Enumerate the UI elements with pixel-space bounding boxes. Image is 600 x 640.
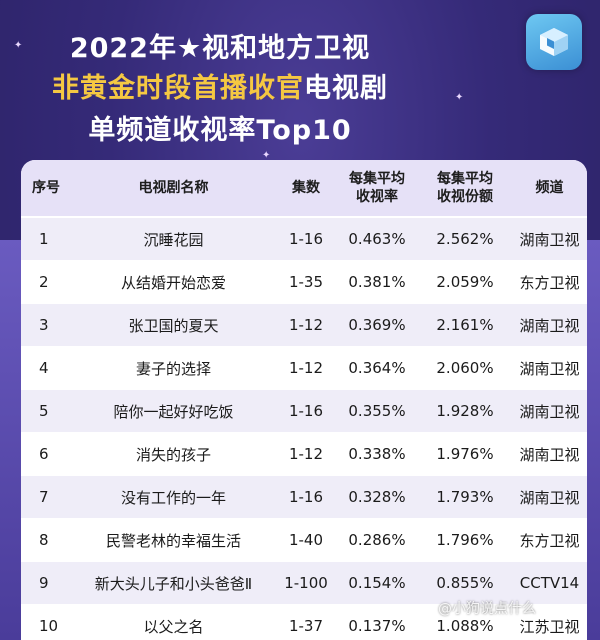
title-line-2-rest: 电视剧 bbox=[304, 73, 388, 104]
table-row: 6 消失的孩子 1-12 0.338% 1.976% 湖南卫视 bbox=[21, 433, 587, 475]
table-cell: 2.562% bbox=[436, 230, 494, 248]
title-line-2: 非黄金时段首播收官电视剧 bbox=[0, 66, 440, 105]
table-cell: 张卫国的夏天 bbox=[128, 316, 219, 335]
table-cell: 3 bbox=[39, 316, 49, 334]
table-cell: 6 bbox=[39, 445, 49, 463]
left-decoration bbox=[0, 240, 22, 640]
table-cell: 没有工作的一年 bbox=[120, 488, 226, 507]
table-cell: 0.381% bbox=[348, 273, 406, 291]
table-cell: 2 bbox=[39, 273, 49, 291]
table-cell: 1-37 bbox=[288, 617, 324, 635]
table-cell: 从结婚开始恋爱 bbox=[120, 273, 226, 292]
table-cell: 1-35 bbox=[288, 273, 324, 291]
column-header: 频道 bbox=[535, 180, 564, 196]
table-cell: 8 bbox=[39, 531, 49, 549]
table-cell: 0.463% bbox=[348, 230, 406, 248]
table-cell: 1 bbox=[39, 230, 49, 248]
table-cell: 0.286% bbox=[348, 531, 406, 549]
table-cell: 湖南卫视 bbox=[519, 488, 580, 507]
table-row: 3 张卫国的夏天 1-12 0.369% 2.161% 湖南卫视 bbox=[21, 304, 587, 346]
table-row: 2 从结婚开始恋爱 1-35 0.381% 2.059% 东方卫视 bbox=[21, 261, 587, 303]
table-header: 序号 电视剧名称 集数 每集平均 收视率 每集平均 收视份额 频道 bbox=[21, 160, 587, 216]
table-cell: 0.364% bbox=[348, 359, 406, 377]
table-cell: 0.355% bbox=[348, 402, 406, 420]
table-cell: 2.161% bbox=[436, 316, 494, 334]
table-cell: 1-12 bbox=[288, 316, 324, 334]
table-cell: 湖南卫视 bbox=[519, 316, 580, 335]
table-cell: 湖南卫视 bbox=[519, 445, 580, 464]
table-cell: 7 bbox=[39, 488, 49, 506]
table-row: 7 没有工作的一年 1-16 0.328% 1.793% 湖南卫视 bbox=[21, 476, 587, 518]
table-cell: 4 bbox=[39, 359, 49, 377]
table-cell: 1.976% bbox=[436, 445, 494, 463]
right-decoration bbox=[587, 240, 600, 640]
column-header: 序号 bbox=[32, 180, 60, 196]
table-cell: 1.793% bbox=[436, 488, 494, 506]
table-cell: 湖南卫视 bbox=[519, 359, 580, 378]
table-cell: 5 bbox=[39, 402, 49, 420]
table-cell: 1-40 bbox=[288, 531, 324, 549]
table-cell: 民警老林的幸福生活 bbox=[105, 531, 241, 550]
column-header: 每集平均 收视率 bbox=[349, 171, 405, 205]
table-cell: 以父之名 bbox=[143, 617, 204, 636]
blue-cube-logo-icon bbox=[540, 28, 568, 56]
table-cell: 0.855% bbox=[436, 574, 494, 592]
table-cell: CCTV14 bbox=[519, 574, 580, 592]
sparkle-icon: ✦ bbox=[14, 40, 23, 51]
table-cell: 湖南卫视 bbox=[519, 230, 580, 249]
sparkle-icon: ✦ bbox=[455, 92, 464, 103]
table-cell: 沉睡花园 bbox=[143, 230, 204, 249]
table-cell: 1.088% bbox=[436, 617, 494, 635]
table-cell: 1-12 bbox=[288, 445, 324, 463]
table-row: 1 沉睡花园 1-16 0.463% 2.562% 湖南卫视 bbox=[21, 218, 587, 260]
table-cell: 1.928% bbox=[436, 402, 494, 420]
table-cell: 江苏卫视 bbox=[519, 617, 580, 636]
column-header: 集数 bbox=[292, 180, 320, 196]
table-row: 4 妻子的选择 1-12 0.364% 2.060% 湖南卫视 bbox=[21, 347, 587, 389]
title-line-1: 2022年★视和地方卫视 bbox=[69, 33, 371, 64]
table-cell: 2.059% bbox=[436, 273, 494, 291]
table-row: 9 新大头儿子和小头爸爸Ⅱ 1-100 0.154% 0.855% CCTV14 bbox=[21, 562, 587, 604]
column-header: 每集平均 收视份额 bbox=[437, 171, 493, 205]
table-cell: 妻子的选择 bbox=[135, 359, 211, 378]
table-cell: 0.137% bbox=[348, 617, 406, 635]
ranking-table: 序号 电视剧名称 集数 每集平均 收视率 每集平均 收视份额 频道 1 沉睡花园 1-16 0.46… bbox=[21, 160, 587, 640]
table-cell: 1-16 bbox=[288, 488, 324, 506]
table-cell: 1-100 bbox=[284, 574, 328, 592]
table-cell: 0.154% bbox=[348, 574, 406, 592]
table-cell: 0.338% bbox=[348, 445, 406, 463]
table-cell: 湖南卫视 bbox=[519, 402, 580, 421]
watermark: @小狗说点什么 bbox=[438, 601, 536, 617]
table-cell: 东方卫视 bbox=[519, 273, 580, 292]
table-cell: 新大头儿子和小头爸爸Ⅱ bbox=[94, 574, 253, 593]
table-cell: 陪你一起好好吃饭 bbox=[113, 402, 234, 421]
table-row: 8 民警老林的幸福生活 1-40 0.286% 1.796% 东方卫视 bbox=[21, 519, 587, 561]
table-cell: 东方卫视 bbox=[519, 531, 580, 550]
column-header: 电视剧名称 bbox=[138, 180, 209, 196]
title-highlight: 非黄金时段首播收官 bbox=[52, 73, 304, 104]
title-line-3: 单频道收视率Top10 bbox=[88, 115, 352, 146]
table-cell: 消失的孩子 bbox=[135, 445, 211, 464]
table-cell: 1-16 bbox=[288, 402, 324, 420]
table-row: 5 陪你一起好好吃饭 1-16 0.355% 1.928% 湖南卫视 bbox=[21, 390, 587, 432]
table-cell: 1-16 bbox=[288, 230, 324, 248]
table-cell: 0.328% bbox=[348, 488, 406, 506]
table-cell: 0.369% bbox=[348, 316, 406, 334]
table-cell: 10 bbox=[39, 617, 59, 635]
table-cell: 1-12 bbox=[288, 359, 324, 377]
table-cell: 2.060% bbox=[436, 359, 494, 377]
sparkle-icon: ✦ bbox=[262, 150, 271, 161]
table-cell: 1.796% bbox=[436, 531, 494, 549]
logo bbox=[526, 14, 582, 70]
table-cell: 9 bbox=[39, 574, 49, 592]
